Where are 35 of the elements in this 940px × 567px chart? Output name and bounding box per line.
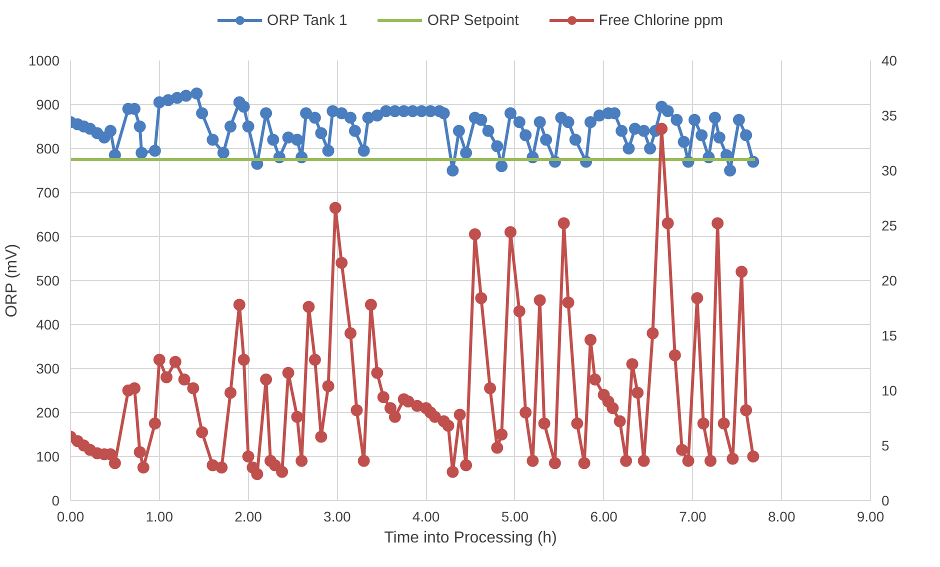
y2-tick-label: 30 [882,162,898,178]
y-tick-label: 1000 [28,52,60,68]
y2-tick-label: 5 [882,438,890,454]
y-tick-label: 300 [36,360,60,376]
y2-tick-label: 40 [882,52,898,68]
legend-label: ORP Setpoint [427,12,519,28]
x-tick-label: 4.00 [412,508,440,524]
x-tick-label: 1.00 [146,508,174,524]
x-tick-label: 2.00 [234,508,262,524]
x-tick-label: 9.00 [856,508,884,524]
x-axis-title: Time into Processing (h) [384,530,557,546]
y-tick-label: 500 [36,272,60,288]
x-tick-label: 3.00 [324,508,352,524]
y2-tick-label: 0 [882,492,890,508]
y2-tick-label: 35 [882,108,898,124]
y-tick-label: 700 [36,184,60,200]
y-tick-label: 900 [36,96,60,112]
x-tick-label: 6.00 [590,508,618,524]
legend-label: Free Chlorine ppm [598,12,723,28]
y2-tick-label: 10 [882,382,898,398]
y2-tick-label: 15 [882,328,898,344]
x-tick-label: 8.00 [768,508,796,524]
y2-tick-label: 20 [882,272,898,288]
y2-tick-label: 25 [882,218,898,234]
y-tick-label: 600 [36,228,60,244]
y-tick-label: 200 [36,404,60,420]
y-tick-label: 0 [52,492,60,508]
x-tick-label: 0.00 [56,508,84,524]
y-tick-label: 800 [36,140,60,156]
x-tick-label: 7.00 [679,508,707,524]
x-tick-label: 5.00 [501,508,529,524]
y-axis-title: ORP (mV) [3,244,20,318]
legend-label: ORP Tank 1 [267,12,348,28]
y-tick-label: 100 [36,448,60,464]
y-tick-label: 400 [36,316,60,332]
